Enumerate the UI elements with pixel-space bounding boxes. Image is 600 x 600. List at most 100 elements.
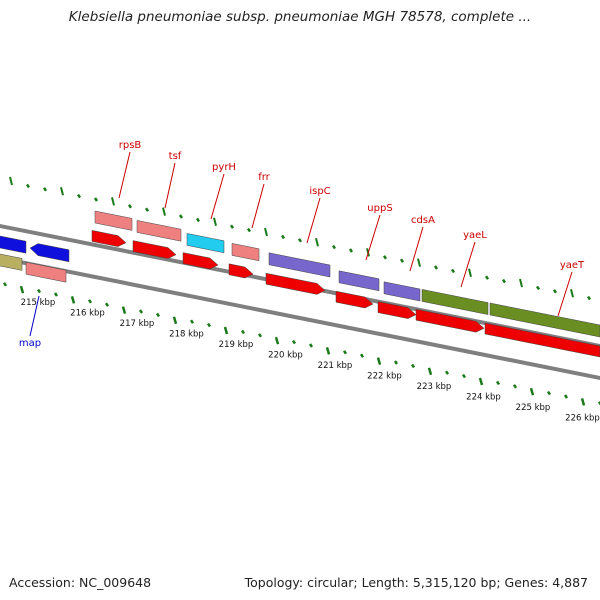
map-title: Klebsiella pneumoniae subsp. pneumoniae … [68, 9, 532, 25]
gene-block-map [25, 261, 67, 283]
feature-track [0, 210, 600, 358]
inner-tick [546, 390, 552, 396]
inner-tick [342, 350, 348, 355]
gene-label-yaeT: yaeT [560, 260, 585, 271]
inner-tick [138, 309, 144, 314]
inner-tick [597, 401, 600, 406]
outer-tick [348, 248, 354, 253]
tick-label: 219 kbp [219, 340, 254, 350]
inner-tick [580, 398, 586, 406]
cds-arrow-pyrH [182, 252, 219, 270]
leader-line-rpsB [118, 151, 131, 199]
tick-label: 216 kbp [70, 309, 105, 319]
outer-tick [264, 227, 268, 237]
tick-label: 226 kbp [565, 414, 600, 424]
inner-tick [410, 363, 416, 369]
cds-arrow-frr [228, 263, 254, 279]
outer-tick [450, 268, 456, 274]
inner-tick [359, 353, 365, 358]
leader-line-pyrH [210, 173, 225, 220]
gene-block-ispC [268, 252, 331, 278]
inner-tick [19, 285, 25, 294]
gene-block-uppS [338, 270, 380, 292]
outer-tick [382, 255, 388, 260]
leader-line-ispC [306, 197, 321, 244]
outer-tick [60, 186, 64, 196]
gene-block-left-blue [0, 235, 27, 254]
outer-tick-ring [9, 176, 592, 301]
gene-label-map: map [19, 338, 41, 349]
inner-tick [87, 299, 93, 304]
kbp-tick-labels: 215 kbp 216 kbp 217 kbp 218 kbp 219 kbp 220 k… [21, 298, 600, 424]
inner-tick [2, 282, 8, 287]
gene-block-rpsB [94, 210, 133, 231]
inner-tick [189, 319, 195, 324]
gene-label-uppS: uppS [367, 203, 392, 214]
inner-tick [53, 292, 59, 297]
outer-tick [9, 176, 13, 186]
inner-tick [223, 326, 229, 335]
inner-tick [36, 288, 42, 294]
cds-arrow-yaeT [484, 322, 600, 358]
inner-tick [495, 380, 501, 386]
gene-label-cdsA: cdsA [411, 215, 435, 226]
tick-label: 217 kbp [120, 319, 155, 329]
gene-label-tsf: tsf [169, 151, 182, 162]
gene-block-cdsA [383, 281, 421, 302]
outer-tick [213, 217, 217, 227]
tick-label: 223 kbp [417, 382, 452, 392]
outer-tick [501, 278, 507, 284]
tick-label: 224 kbp [466, 393, 501, 403]
outer-tick [25, 183, 31, 189]
inner-tick [444, 370, 450, 375]
inner-tick [274, 336, 280, 345]
inner-tick [461, 373, 467, 379]
inner-tick [206, 322, 212, 328]
cds-arrow-yaeL [415, 308, 485, 333]
leader-line-frr [251, 183, 265, 229]
inner-tick [529, 387, 535, 396]
tick-label: 225 kbp [516, 403, 551, 413]
genome-summary: Topology: circular; Length: 5,315,120 bp… [244, 575, 588, 590]
cds-arrow-cdsA [377, 301, 417, 319]
outer-tick [178, 214, 184, 219]
outer-tick [111, 197, 115, 206]
inner-tick [308, 343, 314, 348]
outer-tick [162, 207, 166, 216]
leader-line-uppS [365, 214, 381, 261]
leader-line-cdsA [409, 226, 424, 272]
inner-tick [512, 384, 518, 389]
inner-tick [427, 367, 433, 376]
outer-tick [552, 289, 558, 294]
outer-tick [144, 207, 150, 212]
outer-tick [42, 187, 48, 192]
inner-tick [478, 377, 484, 386]
inner-tick [104, 302, 110, 307]
outer-tick [127, 204, 133, 209]
backbone-line [0, 255, 600, 381]
gene-block-tsf [136, 220, 182, 242]
outer-tick [195, 217, 201, 223]
cds-arrow-ispC [265, 272, 326, 295]
outer-tick [484, 275, 490, 280]
tick-label: 215 kbp [21, 298, 56, 308]
outer-tick [76, 193, 82, 199]
inner-tick [70, 296, 76, 304]
inner-tick [172, 316, 178, 325]
outer-tick [246, 227, 252, 233]
tick-label: 220 kbp [268, 351, 303, 361]
outer-tick [399, 258, 405, 263]
inner-tick [121, 306, 127, 314]
outer-tick [331, 244, 337, 250]
gene-block-pyrH [186, 233, 225, 254]
gene-label-ispC: ispC [309, 186, 330, 197]
inner-tick [376, 357, 382, 365]
inner-tick [291, 339, 297, 345]
tick-label: 218 kbp [169, 330, 204, 340]
inner-tick [325, 347, 331, 355]
gene-block-yaeL [421, 289, 489, 315]
outer-tick [570, 288, 574, 298]
outer-tick [93, 197, 99, 202]
outer-tick [519, 278, 523, 288]
